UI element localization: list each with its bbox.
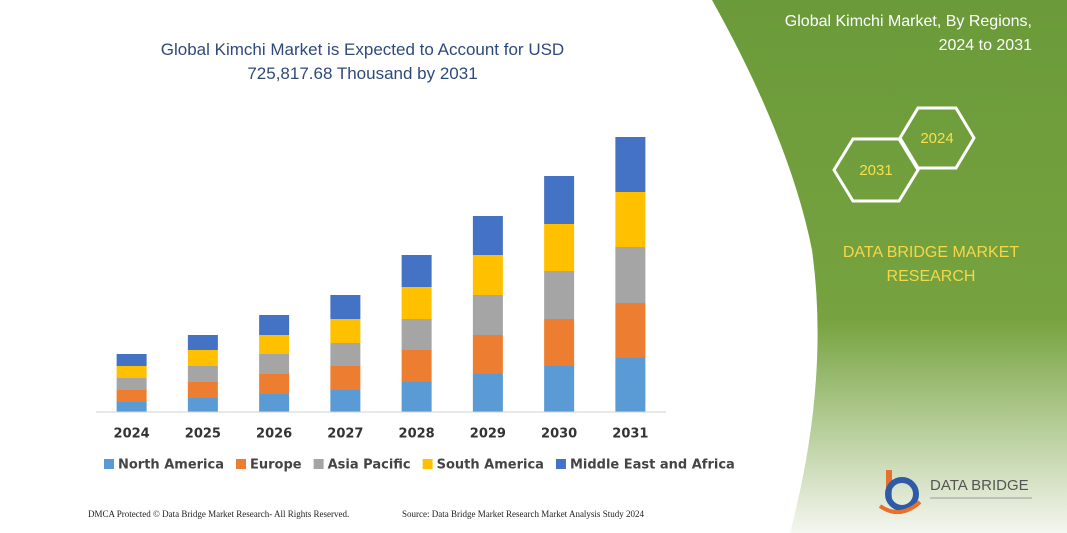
x-tick-label: 2029	[470, 427, 506, 442]
bar-segment	[259, 374, 290, 394]
bar-segment	[330, 343, 361, 366]
bar-segment	[116, 390, 147, 402]
footer-right: Source: Data Bridge Market Research Mark…	[402, 509, 644, 519]
legend-swatch	[236, 459, 246, 469]
bar-segment	[330, 366, 361, 390]
bar-segment	[472, 295, 503, 335]
bar-segment	[330, 295, 361, 319]
x-tick-label: 2024	[114, 427, 150, 442]
x-tick-label: 2030	[541, 427, 577, 442]
bar-segment	[116, 354, 147, 366]
bar-segment	[472, 216, 503, 255]
bar-segment	[472, 255, 503, 295]
legend-label: Asia Pacific	[328, 458, 411, 473]
legend-label: Middle East and Africa	[570, 458, 735, 473]
bar-segment	[544, 319, 575, 366]
bar-segment	[544, 366, 575, 412]
bar-segment	[401, 255, 432, 287]
bar-segment	[330, 319, 361, 343]
logo-icon	[878, 470, 922, 514]
chart-title: Global Kimchi Market is Expected to Acco…	[160, 40, 565, 83]
bar-segment	[187, 382, 218, 398]
legend-label: South America	[437, 458, 544, 473]
x-tick-label: 2025	[185, 427, 221, 442]
green-panel	[712, 0, 1067, 533]
legend-label: Europe	[250, 458, 302, 473]
logo-text: DATA BRIDGE	[930, 477, 1029, 494]
footer-left: DMCA Protected © Data Bridge Market Rese…	[88, 509, 349, 519]
bar-segment	[116, 366, 147, 378]
bar-segment	[401, 350, 432, 382]
panel-title: 2024 to 2031	[939, 37, 1033, 54]
bar-segment	[116, 402, 147, 412]
panel-title: Global Kimchi Market, By Regions,	[785, 13, 1032, 30]
brand-text: DATA BRIDGE MARKET	[843, 244, 1020, 261]
bar-segment	[259, 315, 290, 335]
bar-segment	[259, 335, 290, 354]
bar-segment	[259, 394, 290, 412]
hexagon-label: 2024	[920, 130, 953, 147]
x-tick-label: 2028	[399, 427, 435, 442]
bar-segment	[187, 366, 218, 382]
hexagon-label: 2031	[859, 162, 892, 179]
bar-segment	[401, 287, 432, 319]
bar-segment	[259, 354, 290, 374]
bar-segment	[472, 374, 503, 412]
bar-segment	[615, 192, 646, 247]
legend-label: North America	[118, 458, 224, 473]
bar-segment	[615, 358, 646, 412]
x-tick-label: 2031	[612, 427, 648, 442]
bar-segment	[187, 350, 218, 366]
bar-segment	[116, 378, 147, 390]
legend-swatch	[422, 459, 433, 469]
bar-segment	[187, 335, 218, 350]
legend-swatch	[555, 459, 566, 469]
bar-segment	[544, 224, 575, 271]
brand-text: RESEARCH	[887, 268, 976, 285]
x-tick-label: 2026	[256, 427, 292, 442]
legend-swatch	[313, 459, 324, 469]
legend-swatch	[104, 459, 114, 469]
bar-segment	[472, 335, 503, 374]
hexagon	[832, 137, 920, 203]
x-tick-label: 2027	[327, 427, 363, 442]
bar-segment	[544, 176, 575, 224]
bar-segment	[615, 303, 646, 358]
bar-segment	[401, 382, 432, 412]
bar-segment	[187, 398, 218, 412]
bar-segment	[615, 137, 646, 192]
bar-segment	[330, 390, 361, 412]
bar-segment	[401, 319, 432, 350]
bar-segment	[615, 247, 646, 303]
bar-segment	[544, 271, 575, 319]
